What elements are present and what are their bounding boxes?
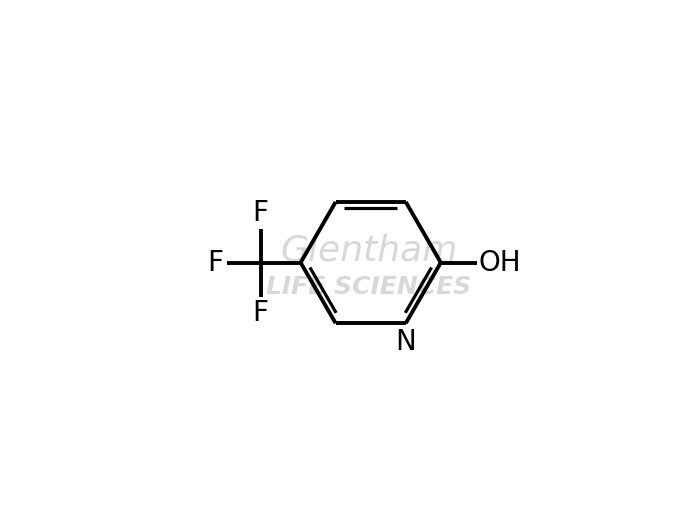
Text: Glentham: Glentham <box>280 233 457 268</box>
Text: OH: OH <box>479 249 521 277</box>
Text: F: F <box>253 199 269 227</box>
Text: N: N <box>395 328 416 356</box>
Text: F: F <box>253 298 269 327</box>
Text: F: F <box>207 249 223 277</box>
Text: LIFE SCIENCES: LIFE SCIENCES <box>266 275 471 298</box>
